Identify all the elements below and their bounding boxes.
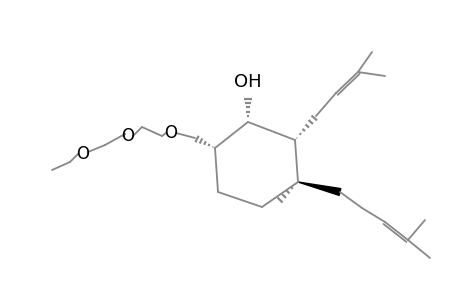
Text: O: O <box>164 124 177 142</box>
Text: O: O <box>121 127 134 145</box>
Text: O: O <box>76 145 90 163</box>
Text: OH: OH <box>234 73 261 91</box>
Polygon shape <box>297 182 340 195</box>
